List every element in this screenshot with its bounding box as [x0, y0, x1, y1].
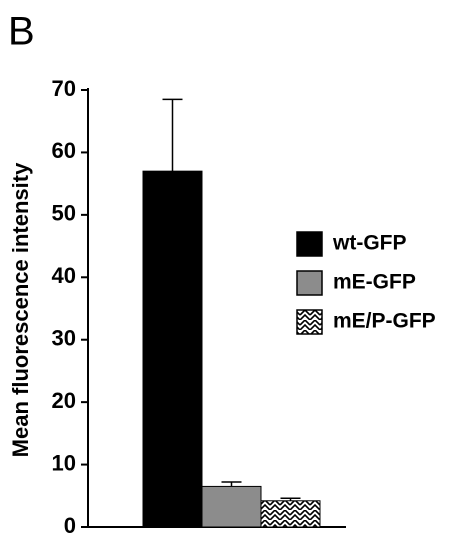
legend-label: wt-GFP [332, 232, 407, 255]
legend-label: mE/P-GFP [333, 310, 436, 333]
error-bar [162, 98, 183, 172]
y-tick-label: 50 [52, 201, 76, 226]
y-tick-label: 10 [52, 450, 76, 475]
y-tick-label: 30 [52, 326, 76, 351]
legend-swatch [296, 231, 323, 257]
y-tick-label: 20 [52, 388, 76, 413]
bar [260, 500, 321, 528]
bar [201, 485, 262, 528]
y-axis-label: Mean fluorescence intensity [8, 162, 33, 457]
error-bar [221, 481, 242, 487]
y-tick-label: 0 [64, 513, 76, 538]
legend-swatch [296, 270, 323, 296]
y-tick-label: 70 [52, 76, 76, 101]
panel-label: B [8, 10, 35, 54]
y-tick-label: 40 [52, 263, 76, 288]
bar [142, 170, 203, 528]
y-tick-label: 60 [52, 138, 76, 163]
legend-label: mE-GFP [333, 271, 416, 294]
legend-swatch [296, 309, 323, 335]
